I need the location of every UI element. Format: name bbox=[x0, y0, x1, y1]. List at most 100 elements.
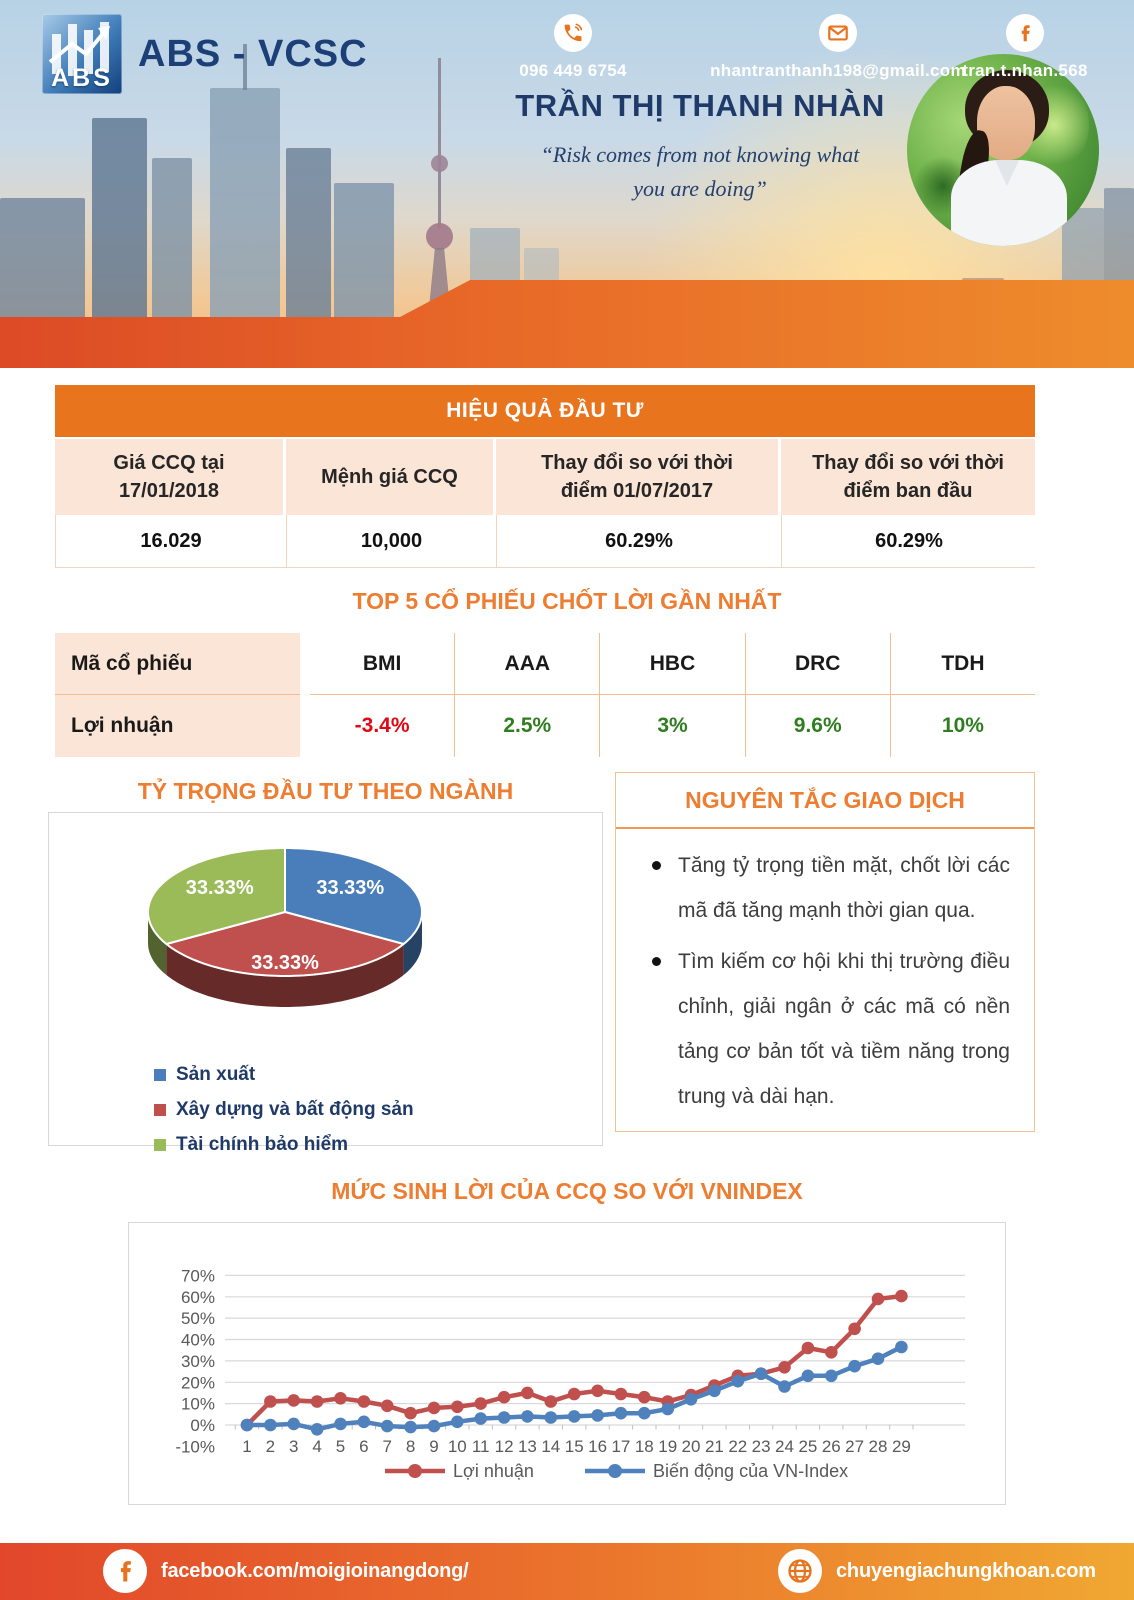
pie-chart-panel: 33.33% 33.33% 33.33% Sản xuất Xây dựng và b… bbox=[48, 812, 603, 1155]
skyline-building bbox=[0, 198, 85, 318]
x-axis-label: 5 bbox=[336, 1437, 345, 1456]
phone-icon bbox=[554, 14, 592, 52]
performance-header-row: Giá CCQ tại 17/01/2018 Mệnh giá CCQ Thay đ… bbox=[55, 439, 1035, 515]
perf-value-1: 10,000 bbox=[287, 515, 497, 567]
series-point-0 bbox=[334, 1392, 347, 1405]
top5-profit-3: 9.6% bbox=[744, 695, 890, 757]
top5-title: TOP 5 CỔ PHIẾU CHỐT LỜI GẦN NHẤT bbox=[352, 588, 782, 614]
email-icon bbox=[819, 14, 857, 52]
contact-email[interactable]: nhantranthanh198@gmail.com bbox=[708, 14, 968, 81]
tv-tower bbox=[426, 223, 453, 250]
x-axis-label: 7 bbox=[382, 1437, 391, 1456]
skyline-building bbox=[210, 88, 280, 318]
pie-legend-label-2: Tài chính bảo hiểm bbox=[176, 1133, 349, 1155]
series-point-1 bbox=[591, 1409, 604, 1422]
y-axis-label: 50% bbox=[181, 1309, 215, 1328]
line-chart-title: MỨC SINH LỜI CỦA CCQ SO VỚI VNINDEX bbox=[331, 1178, 803, 1204]
series-point-0 bbox=[801, 1341, 815, 1355]
quote-line-2: you are doing” bbox=[633, 176, 767, 202]
pie-legend-item-0: Sản xuất bbox=[154, 1057, 414, 1092]
skyline-building bbox=[334, 183, 394, 318]
top5-ticker-3: DRC bbox=[744, 633, 890, 695]
skyline-building bbox=[152, 158, 192, 318]
x-axis-label: 19 bbox=[658, 1437, 677, 1456]
series-point-0 bbox=[521, 1386, 534, 1400]
y-axis-label: -10% bbox=[175, 1437, 215, 1456]
legend-marker-0 bbox=[408, 1464, 422, 1478]
pie-slice-1 bbox=[165, 911, 405, 977]
series-point-0 bbox=[544, 1395, 558, 1408]
tv-tower bbox=[438, 58, 441, 228]
x-axis-label: 17 bbox=[611, 1437, 630, 1456]
series-point-1 bbox=[521, 1410, 534, 1423]
series-point-1 bbox=[287, 1417, 300, 1431]
perf-col-header-3: Thay đổi so với thời điểm ban đầu bbox=[781, 439, 1035, 515]
avatar bbox=[907, 54, 1099, 246]
abs-logo-text: ABS bbox=[51, 64, 113, 92]
series-point-1 bbox=[895, 1340, 908, 1354]
series-point-1 bbox=[357, 1415, 371, 1429]
pie-slice-2 bbox=[147, 847, 286, 945]
x-axis-label: 12 bbox=[495, 1437, 514, 1456]
series-point-0 bbox=[567, 1387, 581, 1401]
x-axis-label: 10 bbox=[448, 1437, 467, 1456]
top5-table: Mã cổ phiếu BMI AAA HBC DRC TDH Lợi nhuận -3… bbox=[55, 633, 1036, 757]
x-axis-label: 28 bbox=[869, 1437, 888, 1456]
abs-logo-icon: ABS bbox=[42, 14, 122, 94]
perf-value-0: 16.029 bbox=[56, 515, 287, 567]
series-point-0 bbox=[287, 1394, 300, 1407]
series-point-1 bbox=[474, 1412, 488, 1425]
x-axis-label: 9 bbox=[429, 1437, 438, 1456]
top5-profits-row: -3.4% 2.5% 3% 9.6% 10% bbox=[310, 695, 1035, 757]
x-axis-label: 13 bbox=[518, 1437, 537, 1456]
facebook-icon bbox=[103, 1549, 147, 1593]
perf-col-header-0: Giá CCQ tại 17/01/2018 bbox=[55, 439, 283, 515]
x-axis-label: 8 bbox=[406, 1437, 415, 1456]
rule-bullet-1: Tìm kiếm cơ hội khi thị trường điều chỉn… bbox=[650, 939, 1010, 1119]
x-axis-label: 3 bbox=[289, 1437, 298, 1456]
tv-tower bbox=[431, 155, 448, 172]
series-point-1 bbox=[638, 1406, 651, 1420]
series-point-1 bbox=[754, 1367, 768, 1380]
series-point-1 bbox=[708, 1384, 721, 1398]
performance-section: HIỆU QUẢ ĐẦU TƯ Giá CCQ tại 17/01/2018 Mệ… bbox=[55, 385, 1036, 568]
legend-swatch-icon bbox=[154, 1138, 166, 1151]
contact-facebook[interactable]: tran.t.nhan.568 bbox=[915, 14, 1134, 81]
x-axis-label: 20 bbox=[682, 1437, 701, 1456]
footer-website-url: chuyengiachungkhoan.com bbox=[836, 1559, 1096, 1582]
pie-slice-0 bbox=[284, 847, 423, 945]
series-point-0 bbox=[591, 1384, 604, 1398]
pie-label-0: 33.33% bbox=[316, 877, 384, 899]
x-axis-label: 6 bbox=[359, 1437, 368, 1456]
x-axis-label: 29 bbox=[892, 1437, 911, 1456]
footer-facebook-link[interactable]: facebook.com/moigioinangdong/ bbox=[103, 1549, 469, 1593]
top5-tickers-row: BMI AAA HBC DRC TDH bbox=[310, 633, 1036, 695]
legend-swatch-icon bbox=[154, 1103, 166, 1116]
series-point-0 bbox=[638, 1390, 651, 1404]
pie-slice-side-2 bbox=[148, 912, 167, 975]
legend-marker-1 bbox=[608, 1464, 622, 1478]
trading-rules-title: NGUYÊN TẮC GIAO DỊCH bbox=[685, 786, 965, 813]
x-axis-label: 27 bbox=[845, 1437, 864, 1456]
top5-ticker-1: AAA bbox=[454, 633, 600, 695]
top5-row2-label: Lợi nhuận bbox=[55, 695, 300, 757]
x-axis-label: 1 bbox=[242, 1437, 251, 1456]
top5-row1-label: Mã cổ phiếu bbox=[55, 633, 300, 695]
contact-phone[interactable]: 096 449 6754 bbox=[463, 14, 683, 81]
series-point-1 bbox=[825, 1369, 838, 1383]
series-point-0 bbox=[778, 1361, 791, 1374]
trading-rules-list: Tăng tỷ trọng tiền mặt, chốt lời các mã … bbox=[616, 829, 1034, 1119]
facebook-handle: tran.t.nhan.568 bbox=[962, 61, 1088, 80]
footer-website-link[interactable]: chuyengiachungkhoan.com bbox=[778, 1549, 1096, 1593]
series-point-1 bbox=[684, 1393, 698, 1406]
broker-quote: “Risk comes from not knowing what you ar… bbox=[495, 138, 905, 206]
series-point-1 bbox=[871, 1352, 885, 1365]
series-point-1 bbox=[661, 1402, 674, 1416]
top5-ticker-0: BMI bbox=[310, 633, 455, 695]
email-address: nhantranthanh198@gmail.com bbox=[710, 61, 966, 80]
series-point-1 bbox=[778, 1380, 791, 1393]
series-point-0 bbox=[614, 1387, 628, 1401]
x-axis-label: 15 bbox=[565, 1437, 584, 1456]
series-point-1 bbox=[567, 1410, 581, 1423]
